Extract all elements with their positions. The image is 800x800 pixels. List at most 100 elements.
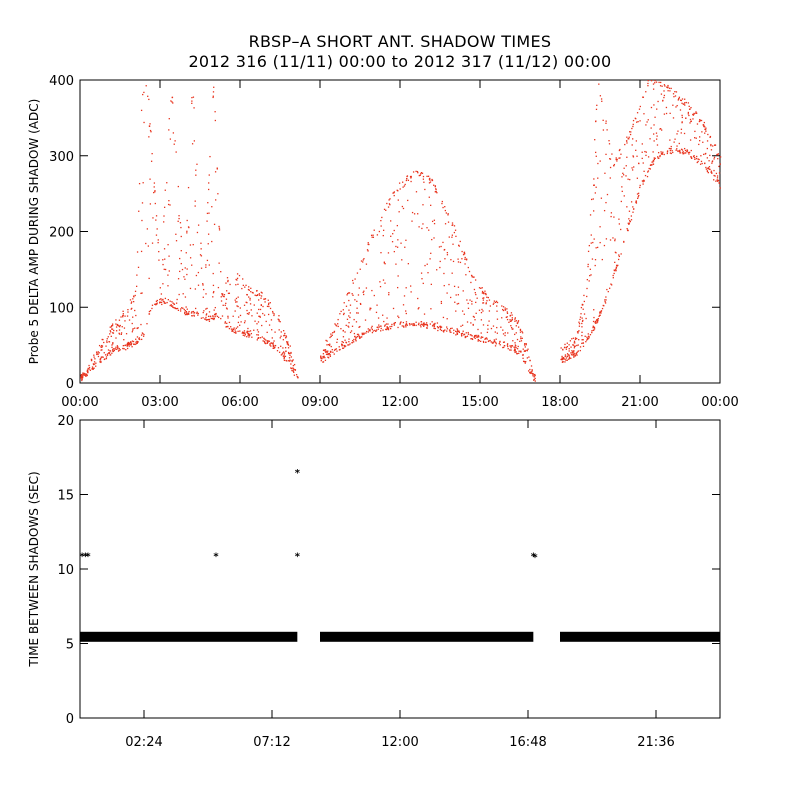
amp-point: [679, 99, 682, 101]
amp-point: [594, 192, 596, 194]
amp-point: [256, 323, 258, 325]
amp-point: [609, 166, 612, 169]
amp-point: [456, 332, 459, 335]
amp-point: [325, 339, 327, 342]
amp-point: [428, 178, 431, 180]
amp-point: [399, 323, 401, 325]
amp-point: [349, 312, 351, 314]
amp-point: [413, 324, 416, 327]
amp-point: [718, 182, 720, 184]
amp-point: [382, 279, 385, 281]
amp-point: [396, 189, 398, 191]
amp-point: [271, 310, 274, 313]
amp-point: [132, 295, 135, 297]
amp-point: [532, 374, 534, 376]
amp-point: [370, 327, 373, 329]
amp-point: [510, 346, 512, 349]
amp-point: [649, 164, 652, 166]
amp-point: [475, 293, 477, 296]
amp-point: [581, 317, 583, 319]
amp-point: [223, 295, 225, 298]
amp-point: [483, 292, 485, 295]
amp-point: [582, 308, 584, 310]
amp-point: [489, 305, 492, 307]
amp-point: [131, 346, 133, 348]
amp-point: [577, 331, 579, 333]
amp-point: [273, 314, 275, 317]
amp-point: [358, 287, 360, 289]
amp-point: [533, 379, 535, 381]
amp-point: [652, 159, 654, 162]
amp-point: [287, 343, 289, 345]
amp-point: [667, 84, 669, 87]
bottom-plot-ytick-label: 15: [57, 489, 74, 504]
amp-point: [700, 155, 702, 157]
amp-point: [123, 327, 126, 329]
amp-point: [564, 361, 566, 363]
amp-point: [131, 331, 134, 333]
amp-point: [502, 329, 504, 331]
amp-point: [213, 309, 215, 311]
amp-point: [352, 279, 354, 282]
amp-point: [170, 305, 173, 307]
amp-point: [354, 278, 356, 280]
amp-point: [244, 333, 246, 336]
amp-point: [608, 140, 610, 142]
amp-point: [97, 355, 100, 358]
amp-point: [433, 325, 436, 327]
amp-point: [283, 356, 285, 359]
amp-point: [112, 342, 114, 344]
amp-point: [654, 157, 656, 159]
amp-point: [657, 151, 660, 154]
amp-point: [581, 334, 583, 337]
amp-point: [119, 324, 121, 327]
amp-point: [455, 334, 457, 336]
amp-point: [696, 123, 699, 125]
amp-point: [438, 246, 441, 248]
amp-point: [159, 287, 161, 289]
amp-point: [398, 182, 401, 184]
amp-point: [465, 332, 467, 334]
amp-point: [221, 315, 224, 317]
amp-point: [681, 121, 683, 124]
amp-point: [214, 111, 216, 113]
amp-point: [140, 323, 142, 326]
amp-point: [597, 319, 599, 322]
amp-point: [215, 314, 217, 316]
top-plot-xtick-label: 09:00: [301, 395, 338, 410]
amp-point: [446, 292, 448, 294]
amp-point: [515, 332, 517, 334]
amp-point: [507, 348, 509, 350]
amp-point: [369, 307, 371, 309]
amp-point: [649, 168, 652, 170]
amp-point: [259, 337, 262, 339]
amp-point: [656, 135, 658, 137]
amp-point: [285, 336, 288, 338]
amp-point: [429, 177, 431, 180]
amp-point: [244, 332, 246, 334]
amp-point: [111, 324, 114, 327]
amp-point: [109, 333, 111, 335]
amp-point: [682, 153, 684, 155]
amp-point: [141, 338, 143, 341]
amp-point: [387, 252, 390, 254]
amp-point: [174, 140, 176, 142]
amp-point: [284, 332, 286, 335]
amp-point: [496, 326, 498, 329]
amp-point: [397, 315, 399, 317]
amp-point: [426, 175, 428, 178]
amp-point: [514, 320, 516, 322]
amp-point: [596, 322, 598, 324]
amp-point: [166, 301, 168, 304]
amp-point: [436, 322, 439, 324]
amp-point: [267, 341, 269, 343]
amp-point: [494, 345, 497, 347]
amp-point: [529, 368, 531, 371]
amp-point: [443, 329, 445, 332]
amp-point: [227, 292, 230, 295]
amp-point: [482, 324, 485, 326]
amp-point: [358, 336, 361, 338]
amp-point: [517, 320, 520, 322]
amp-point: [88, 368, 90, 370]
amp-point: [660, 93, 663, 95]
